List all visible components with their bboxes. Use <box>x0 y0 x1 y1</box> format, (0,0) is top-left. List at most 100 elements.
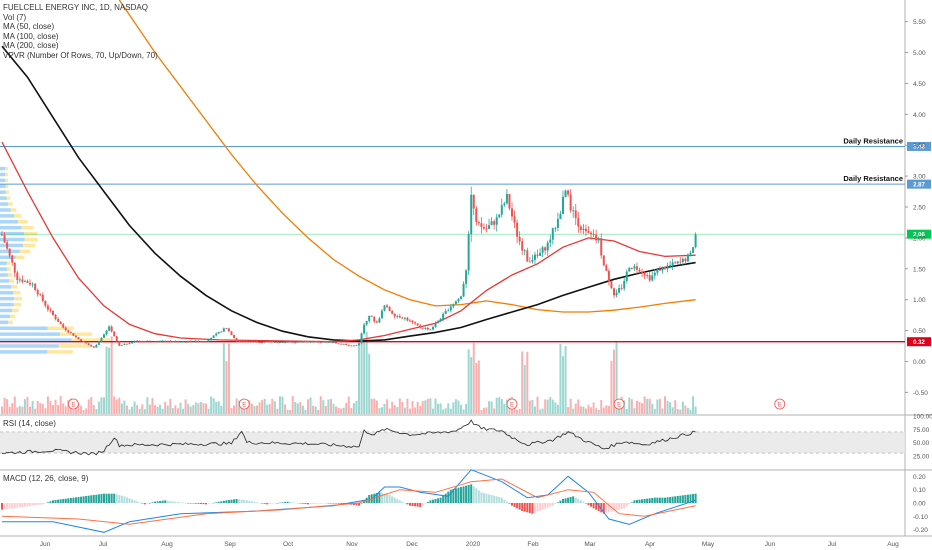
candle-body <box>82 341 85 343</box>
candle-body <box>120 344 123 346</box>
candle-body <box>470 194 473 235</box>
candle-body <box>327 341 330 343</box>
volume-bar <box>169 398 172 414</box>
volume-bar <box>375 400 378 414</box>
volume-bar <box>240 406 243 414</box>
macd-histogram-bar <box>579 500 582 503</box>
macd-histogram-bar <box>508 503 511 504</box>
candle-body <box>505 193 508 204</box>
candle-body <box>536 254 539 256</box>
volume-bar <box>184 399 187 414</box>
candle-body <box>539 252 542 256</box>
volume-bar <box>202 403 205 414</box>
vpvr-bar-up <box>0 237 25 242</box>
candle-body <box>312 341 315 343</box>
candle-body <box>62 324 65 328</box>
volume-bar <box>370 398 373 414</box>
candle-body <box>138 341 141 342</box>
volume-bar <box>551 399 554 414</box>
candle-body <box>437 321 440 324</box>
candle-body <box>8 248 11 256</box>
macd-histogram-bar <box>273 503 276 504</box>
candle-body <box>194 340 197 342</box>
macd-histogram-bar <box>452 489 455 503</box>
volume-bar <box>174 405 177 414</box>
candle-body <box>658 269 661 271</box>
candle-body <box>656 269 659 273</box>
candle-body <box>299 341 302 343</box>
volume-bar <box>403 407 406 414</box>
volume-bar <box>485 407 488 414</box>
candle-body <box>646 275 649 276</box>
volume-bar <box>434 398 437 414</box>
candle-body <box>551 228 554 240</box>
volume-bar <box>258 402 261 414</box>
volume-bar <box>281 396 284 414</box>
candle-body <box>69 332 72 334</box>
vpvr-bar-up <box>0 338 72 342</box>
volume-bar <box>454 399 457 414</box>
volume-bar <box>82 409 85 414</box>
macd-histogram-bar <box>161 500 164 503</box>
macd-histogram-bar <box>192 503 195 504</box>
volume-bar <box>123 400 126 414</box>
macd-histogram-bar <box>138 502 141 503</box>
candle-body <box>90 345 93 347</box>
macd-histogram-bar <box>419 503 422 507</box>
candle-body <box>54 314 57 319</box>
vpvr-bar-up <box>0 273 8 277</box>
candle-body <box>261 342 264 344</box>
candle-body <box>467 234 470 271</box>
candle-body <box>358 343 360 345</box>
macd-histogram-bar <box>97 494 100 503</box>
macd-histogram-bar <box>314 503 317 504</box>
candle-body <box>544 247 547 251</box>
price-tick-label: 2.50 <box>913 205 926 212</box>
macd-histogram-bar <box>544 503 547 509</box>
volume-bar <box>31 400 34 414</box>
macd-histogram-bar <box>235 499 238 503</box>
candle-body <box>442 313 445 320</box>
symbol-title: FUELCELL ENERGY INC, 1D, NASDAQ <box>3 3 148 12</box>
time-tick-label: Aug <box>887 541 899 548</box>
macd-histogram-bar <box>248 500 251 503</box>
volume-bar <box>250 403 253 414</box>
volume-bar <box>442 409 445 414</box>
volume-bar <box>658 398 661 414</box>
macd-histogram-bar <box>490 495 493 503</box>
macd-histogram-bar <box>424 503 427 504</box>
candle-body <box>291 341 294 343</box>
candle-body <box>273 342 276 343</box>
macd-histogram-bar <box>414 503 417 507</box>
volume-bar <box>587 404 590 414</box>
candle-body <box>643 272 646 276</box>
macd-histogram-bar <box>77 497 80 503</box>
volume-bar <box>500 398 503 414</box>
volume-bar <box>465 403 468 414</box>
candle-body <box>123 343 126 345</box>
candle-body <box>569 194 572 211</box>
macd-histogram-bar <box>378 492 381 503</box>
macd-histogram-bar <box>335 503 338 504</box>
vpvr-bar-up <box>0 172 6 177</box>
volume-bar <box>29 406 32 414</box>
macd-histogram-bar <box>230 499 233 503</box>
macd-histogram-bar <box>391 496 394 503</box>
macd-histogram-bar <box>401 501 404 503</box>
volume-bar <box>309 397 312 414</box>
vpvr-bar-up <box>0 208 11 212</box>
macd-histogram-bar <box>233 499 236 503</box>
macd-histogram-bar <box>8 503 11 509</box>
volume-bar <box>62 403 65 414</box>
volume-bar <box>3 397 6 414</box>
volume-bar <box>531 399 534 414</box>
macd-histogram-bar <box>238 499 241 503</box>
macd-histogram-bar <box>666 497 669 503</box>
candle-body <box>630 267 633 269</box>
macd-histogram-bar <box>574 497 577 503</box>
legend-ma200: MA (200, close) <box>3 41 59 51</box>
candle-body <box>562 196 564 214</box>
vpvr-bar-up <box>0 308 13 313</box>
volume-bar <box>592 402 595 414</box>
